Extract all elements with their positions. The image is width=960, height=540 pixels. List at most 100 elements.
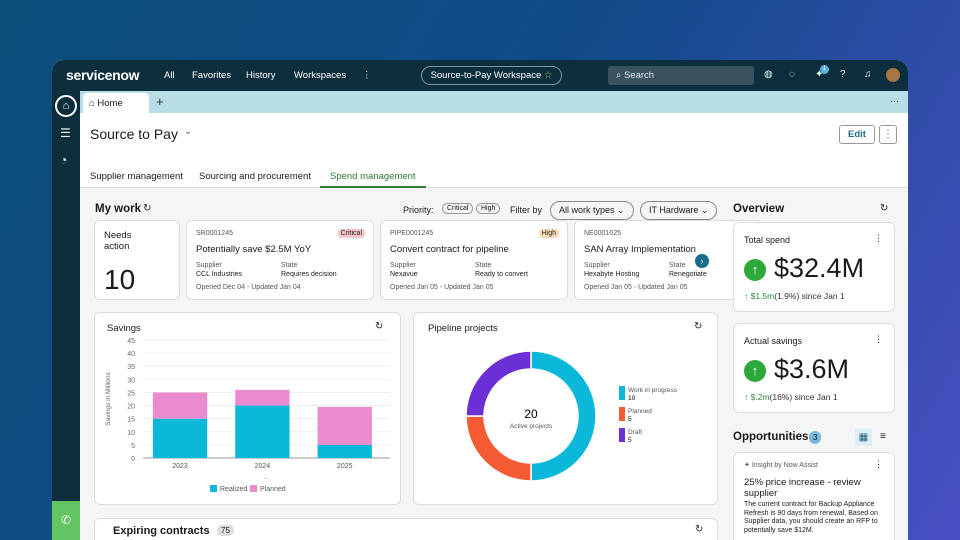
pipeline-title: Pipeline projects <box>428 323 498 334</box>
more-icon[interactable]: ⋮ <box>874 233 883 243</box>
supplier-label: Supplier <box>390 262 416 269</box>
workspace-label: Source-to-Pay Workspace <box>430 70 542 81</box>
work-type-value: All work types <box>559 205 615 215</box>
tab-overflow-icon[interactable]: ··· <box>890 96 899 106</box>
x-axis-label: -- <box>265 476 269 482</box>
priority-high-chip[interactable]: High <box>476 203 501 214</box>
home-icon[interactable]: ⌂ <box>55 95 77 117</box>
expiring-title: Expiring contracts <box>113 525 210 537</box>
help-icon[interactable]: ? <box>840 69 846 80</box>
refresh-icon[interactable]: ↻ <box>694 321 703 332</box>
tab-bar: ⌂ Home + ··· <box>80 91 908 113</box>
total-spend-card: Total spend ⋮ ↑ $32.4M ↑ $1.5m(1.9%) sin… <box>733 222 895 312</box>
add-tab-icon[interactable]: + <box>156 94 164 109</box>
total-since: since Jan 1 <box>801 291 845 301</box>
y-axis-label: Savings in Millions <box>105 372 112 426</box>
work-card[interactable]: PIPE0001245 High Convert contract for pi… <box>380 220 568 300</box>
more-icon[interactable]: ⋮ <box>874 459 883 469</box>
more-actions-button[interactable]: ⋮ <box>879 125 897 144</box>
page-title: Source to Pay <box>90 126 178 142</box>
chat-icon[interactable]: ◌ <box>789 69 795 80</box>
x-tick-label: 2023 <box>172 463 188 470</box>
work-card[interactable]: SR0001245 Critical Potentially save $2.5… <box>186 220 374 300</box>
globe-icon[interactable]: ◍ <box>764 69 773 80</box>
nav-workspaces[interactable]: Workspaces <box>294 70 347 81</box>
work-card[interactable]: NE0001025 SAN Array Implementation Suppl… <box>574 220 762 300</box>
refresh-icon[interactable]: ↻ <box>695 524 704 535</box>
y-tick-label: 5 <box>131 443 135 450</box>
y-tick-label: 40 <box>127 351 135 358</box>
star-icon[interactable]: ☆ <box>543 70 553 81</box>
work-type-select[interactable]: All work types ⌄ <box>550 201 634 220</box>
app-window: servicenow All Favorites History Workspa… <box>52 60 908 540</box>
actual-savings-label: Actual savings <box>744 336 803 346</box>
home-small-icon: ⌂ <box>89 98 95 109</box>
opportunity-body: The current contract for Backup Applianc… <box>744 501 878 534</box>
servicenow-logo: servicenow <box>66 67 140 83</box>
refresh-icon[interactable]: ↻ <box>375 321 384 332</box>
center-label: Active projects <box>510 423 553 430</box>
work-id: NE0001025 <box>584 230 621 237</box>
more-icon[interactable]: ⋮ <box>874 334 883 344</box>
opportunities-title: Opportunities <box>733 431 809 443</box>
state-label: State <box>281 262 298 269</box>
state-value: Ready to convert <box>475 271 528 278</box>
supplier-label: Supplier <box>584 262 610 269</box>
tab-home[interactable]: ⌂ Home <box>83 93 149 113</box>
actual-since: since Jan 1 <box>794 392 838 402</box>
search-input[interactable]: ⌕ Search <box>608 66 754 85</box>
chevron-down-icon[interactable]: ⌄ <box>184 126 193 137</box>
grid-view-icon[interactable]: ▦ <box>855 429 872 446</box>
left-rail: ⌂ ☰ ◔ ✆ <box>52 91 80 540</box>
phone-icon[interactable]: ✆ <box>52 501 80 540</box>
arrow-up-icon: ↑ <box>744 360 766 382</box>
subtab-sourcing[interactable]: Sourcing and procurement <box>199 171 311 182</box>
notification-badge: 1 <box>820 65 829 74</box>
expiring-count: 75 <box>217 525 234 536</box>
priority-critical-chip[interactable]: Critical <box>442 203 474 214</box>
refresh-icon[interactable]: ↻ <box>143 203 152 214</box>
filter-label: Filter by <box>510 205 543 215</box>
priority-badge: Critical <box>337 229 365 238</box>
list-view-icon[interactable]: ≡ <box>880 431 886 442</box>
category-select[interactable]: IT Hardware ⌄ <box>640 201 718 220</box>
refresh-icon[interactable]: ↻ <box>880 203 889 214</box>
center-value: 20 <box>524 407 538 421</box>
total-spend-label: Total spend <box>744 235 791 245</box>
y-tick-label: 0 <box>131 456 135 463</box>
more-icon[interactable]: ⋮ <box>362 70 372 81</box>
needs-action-label: Needs action <box>104 230 132 252</box>
sparkle-icon[interactable]: ✦ <box>815 69 824 80</box>
needs-action-count: 10 <box>104 264 136 295</box>
arrow-up-icon: ↑ <box>744 259 766 281</box>
insight-text: Insight by Now Assist <box>751 462 818 469</box>
y-tick-label: 20 <box>127 404 135 411</box>
avatar[interactable] <box>886 68 900 82</box>
subtab-spend[interactable]: Spend management <box>320 171 426 188</box>
list-icon[interactable]: ☰ <box>60 126 71 140</box>
legend-swatch <box>619 428 625 442</box>
expiring-contracts-card: Expiring contracts 75 ↻ <box>94 518 718 540</box>
actual-savings-card: Actual savings ⋮ ↑ $3.6M ↑ $.2m(16%) sin… <box>733 323 895 413</box>
analytics-icon[interactable]: ◔ <box>60 153 68 167</box>
legend-swatch <box>210 485 217 492</box>
main-content: Source to Pay ⌄ Edit ⋮ Supplier manageme… <box>80 113 908 540</box>
subtab-supplier[interactable]: Supplier management <box>90 171 183 182</box>
needs-action-card[interactable]: Needs action 10 <box>94 220 180 300</box>
nav-favorites[interactable]: Favorites <box>192 70 232 81</box>
work-title: Potentially save $2.5M YoY <box>196 244 312 255</box>
workspace-selector[interactable]: Source-to-Pay Workspace ☆ <box>421 66 562 85</box>
nav-history[interactable]: History <box>246 70 276 81</box>
nav-all[interactable]: All <box>164 70 175 81</box>
opportunity-card[interactable]: ✦ Insight by Now Assist ⋮ 25% price incr… <box>733 452 895 540</box>
supplier-value: Hexabyte Hosting <box>584 271 640 278</box>
legend-label: Planned <box>628 408 652 415</box>
savings-title: Savings <box>107 323 141 334</box>
actual-delta: ↑ $.2m <box>744 392 770 402</box>
bell-icon[interactable]: ♫ <box>864 69 872 80</box>
work-title: SAN Array Implementation <box>584 244 696 255</box>
edit-button[interactable]: Edit <box>839 125 875 144</box>
supplier-value: CCL Industries <box>196 271 243 278</box>
next-arrow-icon[interactable]: › <box>695 254 709 268</box>
